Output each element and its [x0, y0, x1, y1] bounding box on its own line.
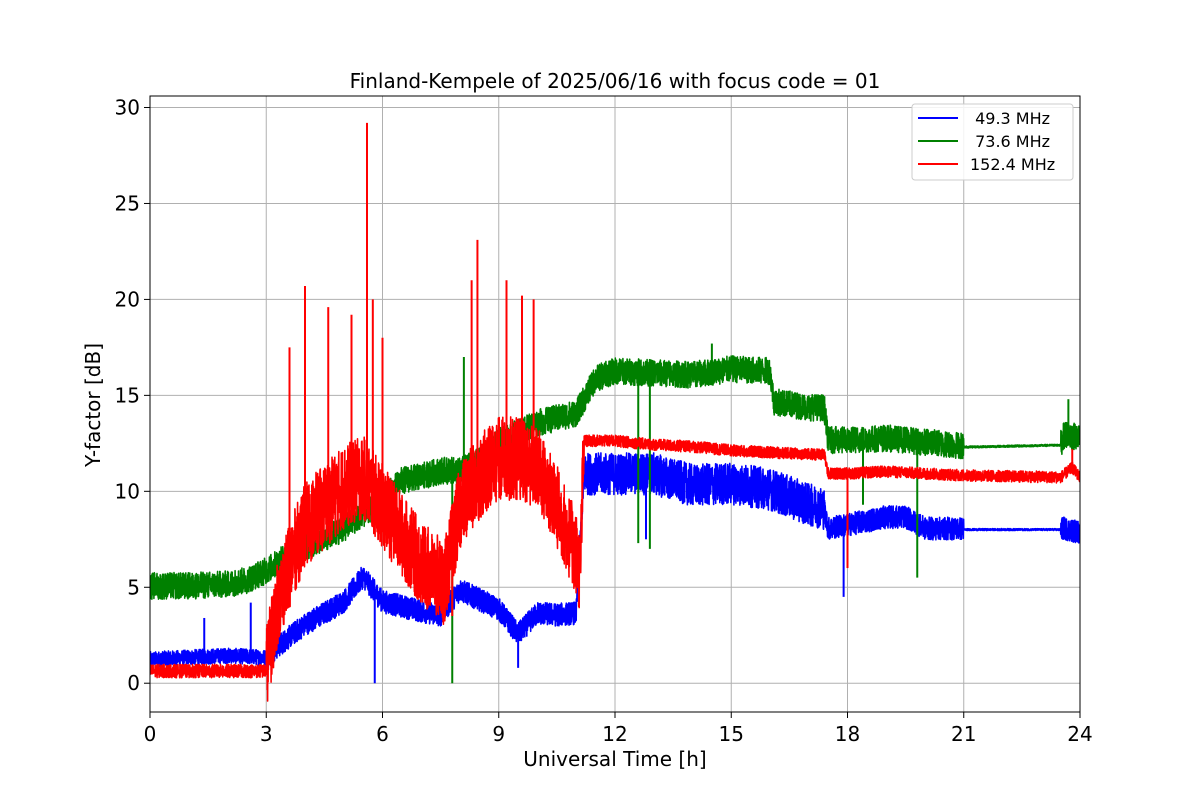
y-tick-label: 30 [115, 96, 140, 120]
x-tick-label: 9 [492, 722, 505, 746]
legend-label: 73.6 MHz [970, 132, 1050, 151]
x-axis-label: Universal Time [h] [523, 747, 706, 771]
series-line [150, 452, 1080, 668]
x-tick-label: 3 [260, 722, 273, 746]
y-tick-label: 25 [115, 191, 140, 215]
x-tick-label: 0 [144, 722, 157, 746]
series-line [150, 416, 1080, 702]
legend: 49.3 MHz 73.6 MHz 152.4 MHz [911, 103, 1074, 181]
x-tick-label: 12 [602, 722, 627, 746]
series-0 [150, 452, 1080, 684]
series-2 [150, 122, 1080, 702]
y-tick-label: 10 [115, 479, 140, 503]
chart-title: Finland-Kempele of 2025/06/16 with focus… [350, 69, 881, 93]
x-tick-label: 24 [1067, 722, 1092, 746]
y-tick-label: 15 [115, 383, 140, 407]
y-tick-label: 20 [115, 287, 140, 311]
legend-label: 152.4 MHz [970, 155, 1055, 174]
plot-area [150, 122, 1080, 702]
y-tick-label: 0 [127, 671, 140, 695]
x-tick-label: 15 [719, 722, 744, 746]
y-axis: 0 5 10 15 20 25 30 [115, 96, 150, 695]
x-tick-label: 21 [951, 722, 976, 746]
y-tick-label: 5 [127, 575, 140, 599]
legend-label: 49.3 MHz [970, 109, 1050, 128]
x-tick-label: 18 [835, 722, 860, 746]
legend-box [911, 103, 1074, 181]
x-tick-label: 6 [376, 722, 389, 746]
y-axis-label: Y-factor [dB] [81, 343, 105, 468]
x-axis: 0 3 6 9 12 15 18 21 24 [144, 712, 1093, 746]
